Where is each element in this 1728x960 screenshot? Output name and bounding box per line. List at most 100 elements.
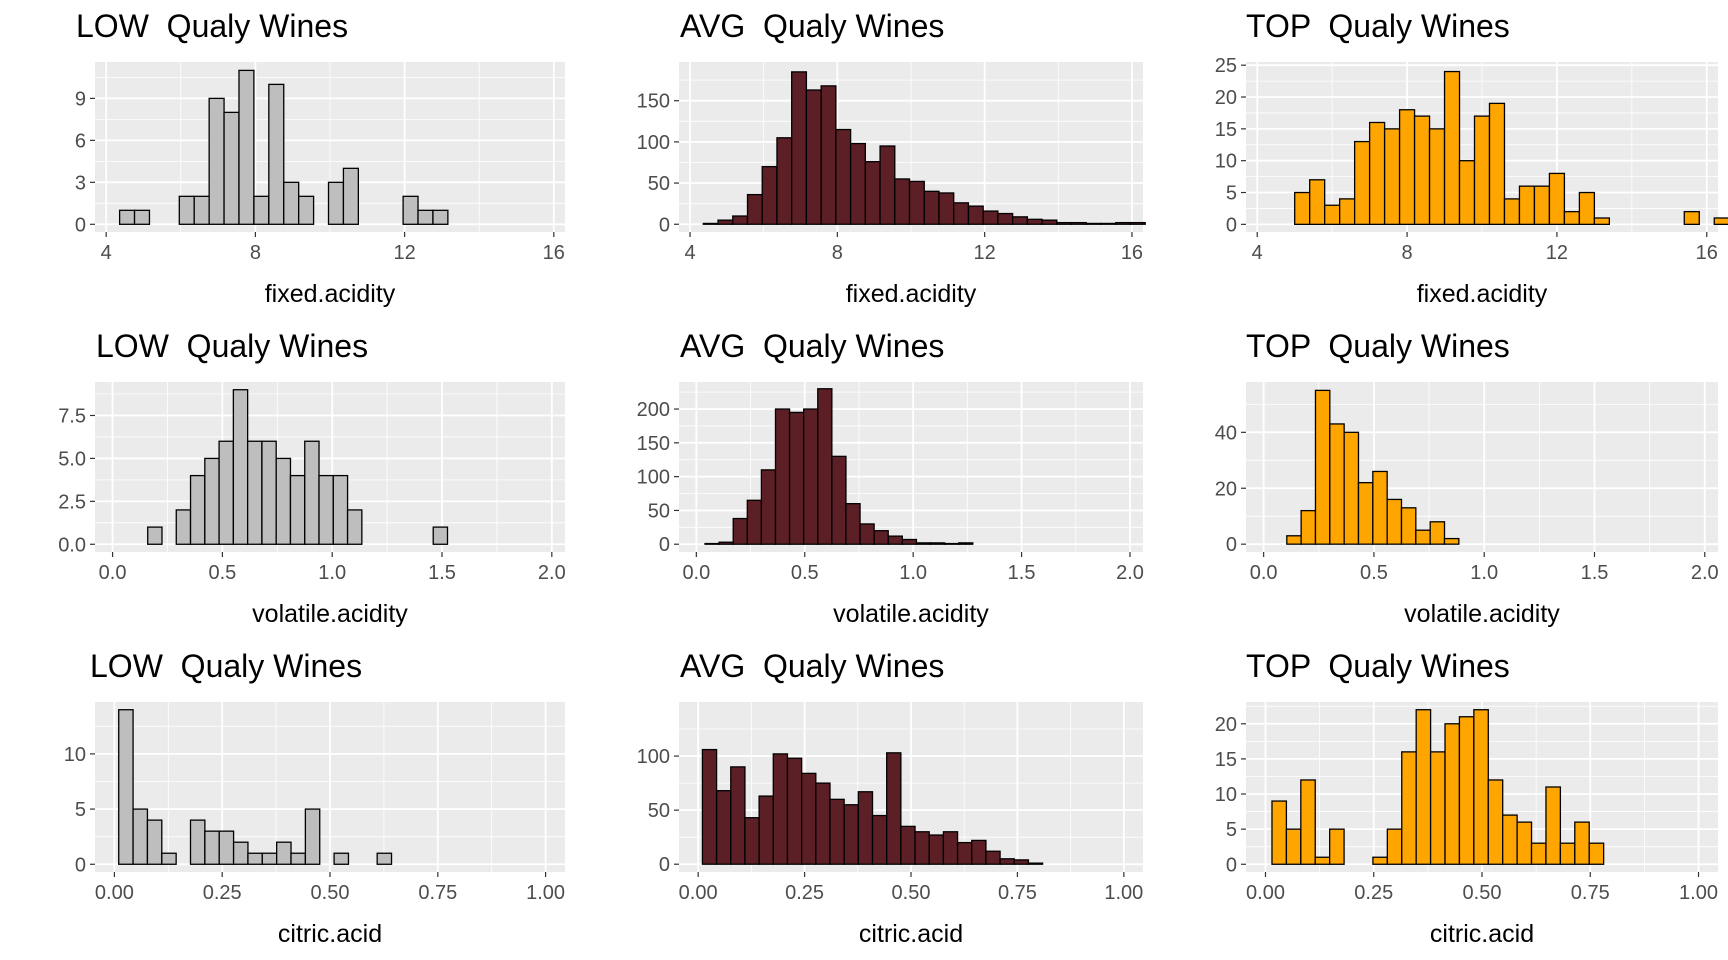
histogram-bar: [746, 499, 763, 545]
histogram-bar: [1413, 115, 1431, 226]
histogram-bar: [845, 503, 861, 545]
x-tick-label: 8: [250, 242, 261, 264]
y-tick-label: 150: [637, 433, 670, 455]
x-tick-label: 0.50: [892, 882, 931, 904]
x-axis-title: volatile.acidity: [1404, 600, 1560, 628]
histogram-plot: 0.00 0.25 0.50 0.75 1.00 0 50 100 citric.acid: [637, 702, 1143, 948]
histogram-bar: [1428, 128, 1446, 226]
histogram-bar: [715, 790, 732, 865]
histogram-bar: [1026, 218, 1043, 225]
histogram-plot: 0.0 0.5 1.0 1.5 2.0 0 20 40 volatile.acidity: [1215, 382, 1719, 628]
histogram-bar: [232, 841, 249, 865]
y-tick-label: 200: [637, 399, 670, 421]
panel-low-citric-acid: LOW Qualy Wines 0.00 0.25 0.50 0.75 1.00 0 5 10…: [0, 640, 576, 960]
histogram-bar: [774, 408, 791, 545]
panel-title: TOP Qualy Wines: [1246, 8, 1510, 44]
histogram-bar: [859, 523, 875, 545]
histogram-bar: [218, 830, 235, 865]
y-tick-label: 20: [1215, 478, 1237, 500]
x-tick-label: 0.00: [1246, 882, 1285, 904]
x-tick-label: 0.25: [1354, 882, 1393, 904]
x-tick-label: 0.50: [311, 882, 350, 904]
histogram-bar: [758, 795, 774, 865]
panel-title: LOW Qualy Wines: [96, 328, 369, 364]
histogram-bar: [956, 841, 973, 865]
y-tick-label: 10: [64, 744, 86, 766]
histogram-bar: [1372, 856, 1388, 865]
histogram-plot: 4 8 12 16 0 50 100 150 fixed.acidity: [637, 62, 1146, 308]
histogram-bar: [204, 830, 220, 865]
histogram-bar: [829, 798, 845, 865]
histogram-bar: [1713, 217, 1728, 226]
panel-top-citric-acid: TOP Qualy Wines 0.00 0.25 0.50 0.75 1.00 0 5 10…: [1152, 640, 1728, 960]
x-tick-label: 1.5: [1581, 562, 1609, 584]
x-tick-label: 16: [1696, 242, 1718, 264]
histogram-bar: [261, 440, 277, 545]
x-tick-label: 0.75: [1571, 882, 1610, 904]
histogram-bar: [732, 215, 749, 225]
histogram-bar: [717, 219, 734, 225]
histogram-bar: [1545, 786, 1562, 865]
x-tick-label: 0.00: [679, 882, 718, 904]
x-tick-label: 1.0: [318, 562, 346, 584]
histogram-bar: [283, 181, 300, 225]
histogram-bar: [831, 455, 847, 545]
histogram-bar: [857, 791, 874, 865]
histogram-bar: [1530, 842, 1547, 865]
histogram-bar: [275, 457, 292, 545]
histogram-bar: [1286, 535, 1302, 545]
y-tick-label: 0: [659, 534, 670, 556]
histogram-bar: [817, 388, 833, 545]
y-tick-label: 9: [75, 88, 86, 110]
panel-avg-fixed-acidity: AVG Qualy Wines 4 8 12 16 0 50 100 150 fixed.aci…: [576, 0, 1152, 320]
panel-title: AVG Qualy Wines: [680, 8, 945, 44]
histogram-bar: [1011, 216, 1029, 225]
histogram-bar: [432, 209, 449, 225]
histogram-plot: 0.00 0.25 0.50 0.75 1.00 0 5 10 15 20 citric.acid: [1215, 702, 1718, 948]
histogram-bar: [915, 542, 932, 545]
histogram-bar: [298, 195, 315, 225]
histogram-bar: [1415, 709, 1432, 865]
histogram-bar: [1401, 751, 1417, 865]
x-tick-label: 16: [543, 242, 565, 264]
x-tick-label: 0.75: [998, 882, 1037, 904]
histogram-bar: [189, 819, 206, 865]
histogram-bar: [1285, 828, 1302, 865]
histogram-bar: [1443, 70, 1461, 226]
histogram-bar: [1473, 115, 1491, 226]
histogram-bar: [928, 834, 945, 865]
histogram-bar: [1516, 821, 1533, 865]
histogram-bar: [971, 839, 987, 865]
histogram-bar: [942, 831, 959, 865]
histogram-bar: [843, 804, 859, 865]
histogram-bar: [276, 841, 292, 865]
histogram-bar: [1400, 507, 1417, 545]
histogram-bar: [938, 192, 955, 225]
histogram-bar: [1041, 219, 1058, 225]
histogram-bar: [776, 137, 793, 225]
histogram-bar: [1368, 121, 1386, 226]
y-tick-label: 50: [648, 800, 670, 822]
histogram-bar: [346, 509, 363, 545]
histogram-bar: [1129, 221, 1146, 225]
histogram-bar: [147, 526, 163, 545]
y-tick-label: 0.0: [58, 534, 86, 556]
y-tick-label: 7.5: [58, 405, 86, 427]
histogram-bar: [815, 782, 831, 865]
histogram-bar: [1085, 222, 1102, 225]
x-tick-label: 2.0: [1691, 562, 1719, 584]
histogram-bar: [1415, 529, 1431, 545]
y-tick-label: 40: [1215, 422, 1237, 444]
histogram-bar: [146, 819, 163, 865]
x-tick-label: 0.0: [1250, 562, 1278, 584]
x-axis-title: volatile.acidity: [252, 600, 408, 628]
histogram-bar: [193, 195, 210, 225]
y-tick-label: 0: [1226, 854, 1237, 876]
y-tick-label: 50: [648, 173, 670, 195]
histogram-bar: [1372, 470, 1388, 545]
x-tick-label: 0.50: [1463, 882, 1502, 904]
y-tick-label: 20: [1215, 87, 1237, 109]
histogram-bar: [730, 766, 746, 865]
x-axis-title: fixed.acidity: [1417, 280, 1548, 308]
y-tick-label: 5: [75, 799, 86, 821]
